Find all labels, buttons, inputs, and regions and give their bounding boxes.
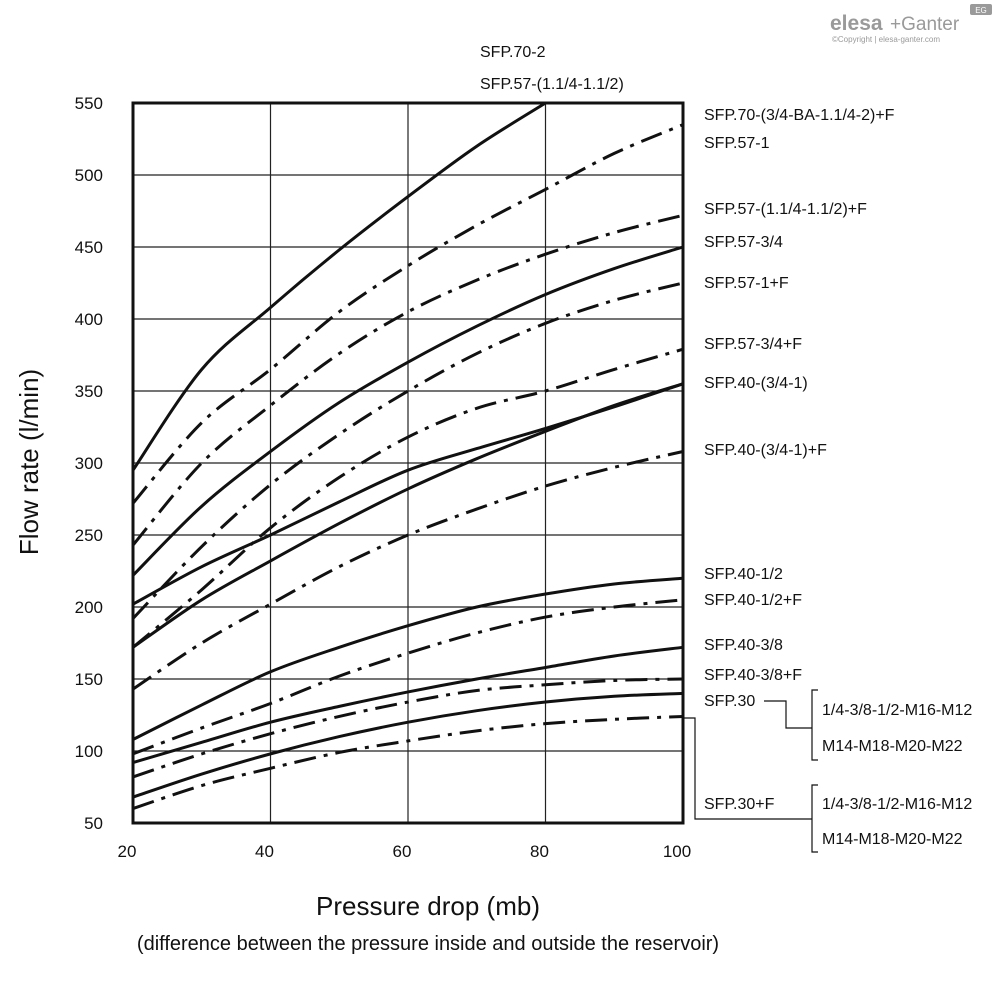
sfp30-group-label: M14-M18-M20-M22 (822, 738, 963, 755)
right-label: SFP.30 (704, 693, 755, 710)
x-axis-note: (difference between the pressure inside … (137, 933, 719, 955)
sfp30-bracket-line (811, 689, 818, 761)
series-line (131, 281, 684, 620)
series-lines (131, 101, 684, 811)
top-label-sfp70-2: SFP.70-2 (480, 44, 546, 61)
plot-border (131, 101, 685, 825)
sfp30f-group-label: 1/4-3/8-1/2-M16-M12 (822, 796, 972, 813)
x-tick-label: 80 (530, 842, 549, 861)
y-tick-label: 150 (75, 670, 103, 689)
y-tick-label: 250 (75, 526, 103, 545)
y-axis-title: Flow rate (l/min) (14, 369, 44, 555)
series-line (131, 245, 684, 577)
series-line (132, 677, 684, 779)
sfp30f-bracket: 1/4-3/8-1/2-M16-M12 M14-M18-M20-M22 (683, 717, 972, 853)
y-tick-label: 450 (75, 238, 103, 257)
y-tick-label: 350 (75, 382, 103, 401)
x-tick-label: 100 (663, 842, 691, 861)
series-line (131, 213, 684, 547)
x-tick-label: 20 (118, 842, 137, 861)
right-label: SFP.57-1+F (704, 275, 789, 292)
series-line (132, 347, 684, 649)
sfp30f-group-label: M14-M18-M20-M22 (822, 831, 963, 848)
series-line (132, 598, 684, 756)
sfp30f-leader (683, 717, 696, 820)
brand-name-left: elesa (830, 12, 883, 35)
right-label: SFP.57-3/4 (704, 234, 783, 251)
series-line (132, 714, 684, 811)
sfp30-group-label: 1/4-3/8-1/2-M16-M12 (822, 702, 972, 719)
sfp30-bracket: 1/4-3/8-1/2-M16-M12 M14-M18-M20-M22 (764, 689, 972, 761)
y-tick-label: 300 (75, 454, 103, 473)
brand-copyright: ©Copyright | elesa-ganter.com (832, 35, 940, 44)
series-line (131, 123, 684, 505)
brand-logo: elesa +Ganter ©Copyright | elesa-ganter.… (830, 4, 992, 44)
right-label: SFP.40-3/8+F (704, 667, 802, 684)
right-label: SFP.40-(3/4-1) (704, 375, 808, 392)
right-label: SFP.57-3/4+F (704, 336, 802, 353)
x-tick-labels: 20 40 60 80 100 (118, 842, 692, 861)
series-line (132, 450, 684, 691)
sfp30f-bracket-line (811, 784, 818, 853)
right-labels: SFP.70-(3/4-BA-1.1/4-2)+F SFP.57-1 SFP.5… (704, 107, 895, 813)
right-label: SFP.40-(3/4-1)+F (704, 442, 827, 459)
series-line (132, 691, 684, 799)
right-label: SFP.40-3/8 (704, 637, 783, 654)
brand-badge-text: EG (975, 6, 987, 15)
y-tick-label: 400 (75, 310, 103, 329)
plot-frame (131, 101, 685, 825)
y-tick-label: 550 (75, 94, 103, 113)
grid-lines (132, 102, 684, 824)
brand-name-right: +Ganter (890, 14, 960, 35)
right-label: SFP.30+F (704, 796, 775, 813)
right-label: SFP.57-(1.1/4-1.1/2)+F (704, 201, 867, 218)
series-line (132, 645, 684, 764)
series-line (132, 382, 684, 649)
right-label: SFP.57-1 (704, 135, 770, 152)
brand-badge (970, 4, 992, 15)
x-tick-label: 60 (393, 842, 412, 861)
right-label: SFP.70-(3/4-BA-1.1/4-2)+F (704, 107, 895, 124)
y-tick-label: 200 (75, 598, 103, 617)
right-label: SFP.40-1/2 (704, 566, 783, 583)
y-tick-labels: 50 100 150 200 250 300 350 400 450 500 550 (75, 94, 103, 833)
y-tick-label: 100 (75, 742, 103, 761)
series-line (131, 101, 547, 472)
x-tick-label: 40 (255, 842, 274, 861)
x-axis-title: Pressure drop (mb) (316, 891, 540, 921)
right-label: SFP.40-1/2+F (704, 592, 802, 609)
series-line (132, 576, 684, 741)
y-tick-label: 50 (84, 814, 103, 833)
top-label-sfp57-114-112: SFP.57-(1.1/4-1.1/2) (480, 76, 624, 93)
sfp30-connector (764, 700, 812, 729)
y-tick-label: 500 (75, 166, 103, 185)
